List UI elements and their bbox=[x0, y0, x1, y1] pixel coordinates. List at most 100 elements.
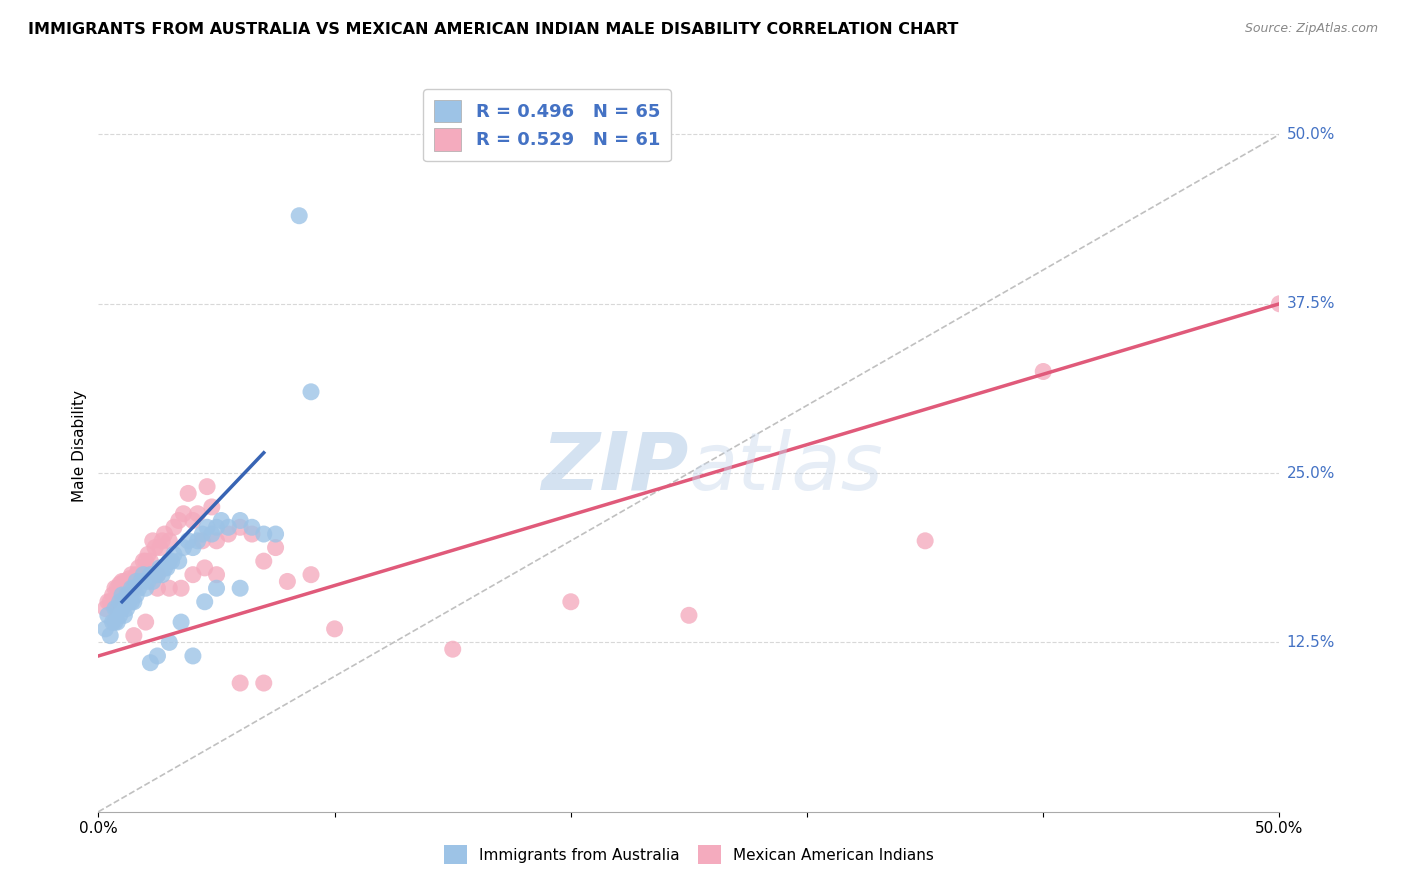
Point bbox=[122, 595, 145, 609]
Point bbox=[122, 629, 145, 643]
Point bbox=[118, 572, 141, 586]
Point bbox=[125, 567, 148, 582]
Point bbox=[111, 588, 134, 602]
Point bbox=[150, 533, 173, 548]
Point bbox=[115, 601, 138, 615]
Text: IMMIGRANTS FROM AUSTRALIA VS MEXICAN AMERICAN INDIAN MALE DISABILITY CORRELATION: IMMIGRANTS FROM AUSTRALIA VS MEXICAN AME… bbox=[28, 22, 959, 37]
Point bbox=[136, 574, 159, 589]
Point bbox=[139, 554, 162, 568]
Point bbox=[129, 574, 152, 589]
Point bbox=[181, 514, 204, 528]
Point bbox=[167, 514, 190, 528]
Point bbox=[167, 554, 190, 568]
Point bbox=[108, 595, 131, 609]
Point bbox=[132, 554, 155, 568]
Point bbox=[111, 574, 134, 589]
Point bbox=[253, 527, 276, 541]
Point bbox=[323, 622, 346, 636]
Point bbox=[146, 648, 169, 663]
Point bbox=[181, 567, 204, 582]
Point bbox=[104, 601, 127, 615]
Point bbox=[229, 514, 252, 528]
Point bbox=[194, 561, 217, 575]
Point bbox=[1032, 364, 1054, 378]
Point bbox=[153, 561, 176, 575]
Point bbox=[98, 595, 121, 609]
Point bbox=[163, 547, 186, 561]
Text: Source: ZipAtlas.com: Source: ZipAtlas.com bbox=[1244, 22, 1378, 36]
Point bbox=[153, 527, 176, 541]
Point bbox=[143, 567, 166, 582]
Point bbox=[128, 561, 150, 575]
Point bbox=[288, 209, 311, 223]
Point bbox=[139, 656, 162, 670]
Point bbox=[94, 601, 117, 615]
Point bbox=[115, 588, 138, 602]
Point bbox=[172, 541, 194, 555]
Point bbox=[146, 567, 169, 582]
Text: 12.5%: 12.5% bbox=[1286, 635, 1334, 650]
Text: 25.0%: 25.0% bbox=[1286, 466, 1334, 481]
Point bbox=[146, 581, 169, 595]
Point bbox=[181, 648, 204, 663]
Point bbox=[205, 567, 228, 582]
Point bbox=[678, 608, 700, 623]
Point bbox=[160, 554, 183, 568]
Point bbox=[264, 541, 287, 555]
Point bbox=[122, 581, 145, 595]
Point bbox=[441, 642, 464, 657]
Point bbox=[135, 615, 157, 629]
Point bbox=[129, 567, 152, 582]
Point bbox=[209, 514, 232, 528]
Point bbox=[172, 507, 194, 521]
Point bbox=[264, 527, 287, 541]
Point bbox=[128, 581, 150, 595]
Point bbox=[115, 577, 138, 591]
Point bbox=[142, 533, 165, 548]
Point bbox=[229, 676, 252, 690]
Point bbox=[205, 581, 228, 595]
Point bbox=[157, 554, 180, 568]
Point bbox=[132, 567, 155, 582]
Text: ZIP: ZIP bbox=[541, 429, 689, 507]
Point bbox=[191, 527, 214, 541]
Point bbox=[217, 520, 239, 534]
Text: atlas: atlas bbox=[689, 429, 884, 507]
Point bbox=[94, 622, 117, 636]
Point bbox=[111, 601, 134, 615]
Point bbox=[143, 541, 166, 555]
Point bbox=[101, 615, 124, 629]
Point bbox=[163, 520, 186, 534]
Point bbox=[170, 615, 193, 629]
Point bbox=[205, 520, 228, 534]
Point bbox=[121, 567, 143, 582]
Point bbox=[105, 581, 128, 595]
Point bbox=[194, 595, 217, 609]
Point bbox=[97, 608, 120, 623]
Point bbox=[157, 581, 180, 595]
Point bbox=[150, 567, 173, 582]
Point bbox=[118, 595, 141, 609]
Point bbox=[135, 581, 157, 595]
Point bbox=[187, 533, 209, 548]
Point bbox=[112, 574, 135, 589]
Point bbox=[146, 567, 169, 582]
Text: 50.0%: 50.0% bbox=[1286, 127, 1334, 142]
Point bbox=[97, 595, 120, 609]
Y-axis label: Male Disability: Male Disability bbox=[72, 390, 87, 502]
Point bbox=[149, 541, 172, 555]
Point bbox=[121, 595, 143, 609]
Point bbox=[108, 608, 131, 623]
Point bbox=[195, 480, 218, 494]
Point bbox=[101, 588, 124, 602]
Point bbox=[156, 561, 179, 575]
Legend: Immigrants from Australia, Mexican American Indians: Immigrants from Australia, Mexican Ameri… bbox=[437, 839, 941, 870]
Point bbox=[187, 507, 209, 521]
Point bbox=[136, 547, 159, 561]
Point bbox=[122, 581, 145, 595]
Point bbox=[157, 533, 180, 548]
Point bbox=[253, 554, 276, 568]
Point bbox=[229, 581, 252, 595]
Point bbox=[201, 500, 224, 514]
Point bbox=[205, 533, 228, 548]
